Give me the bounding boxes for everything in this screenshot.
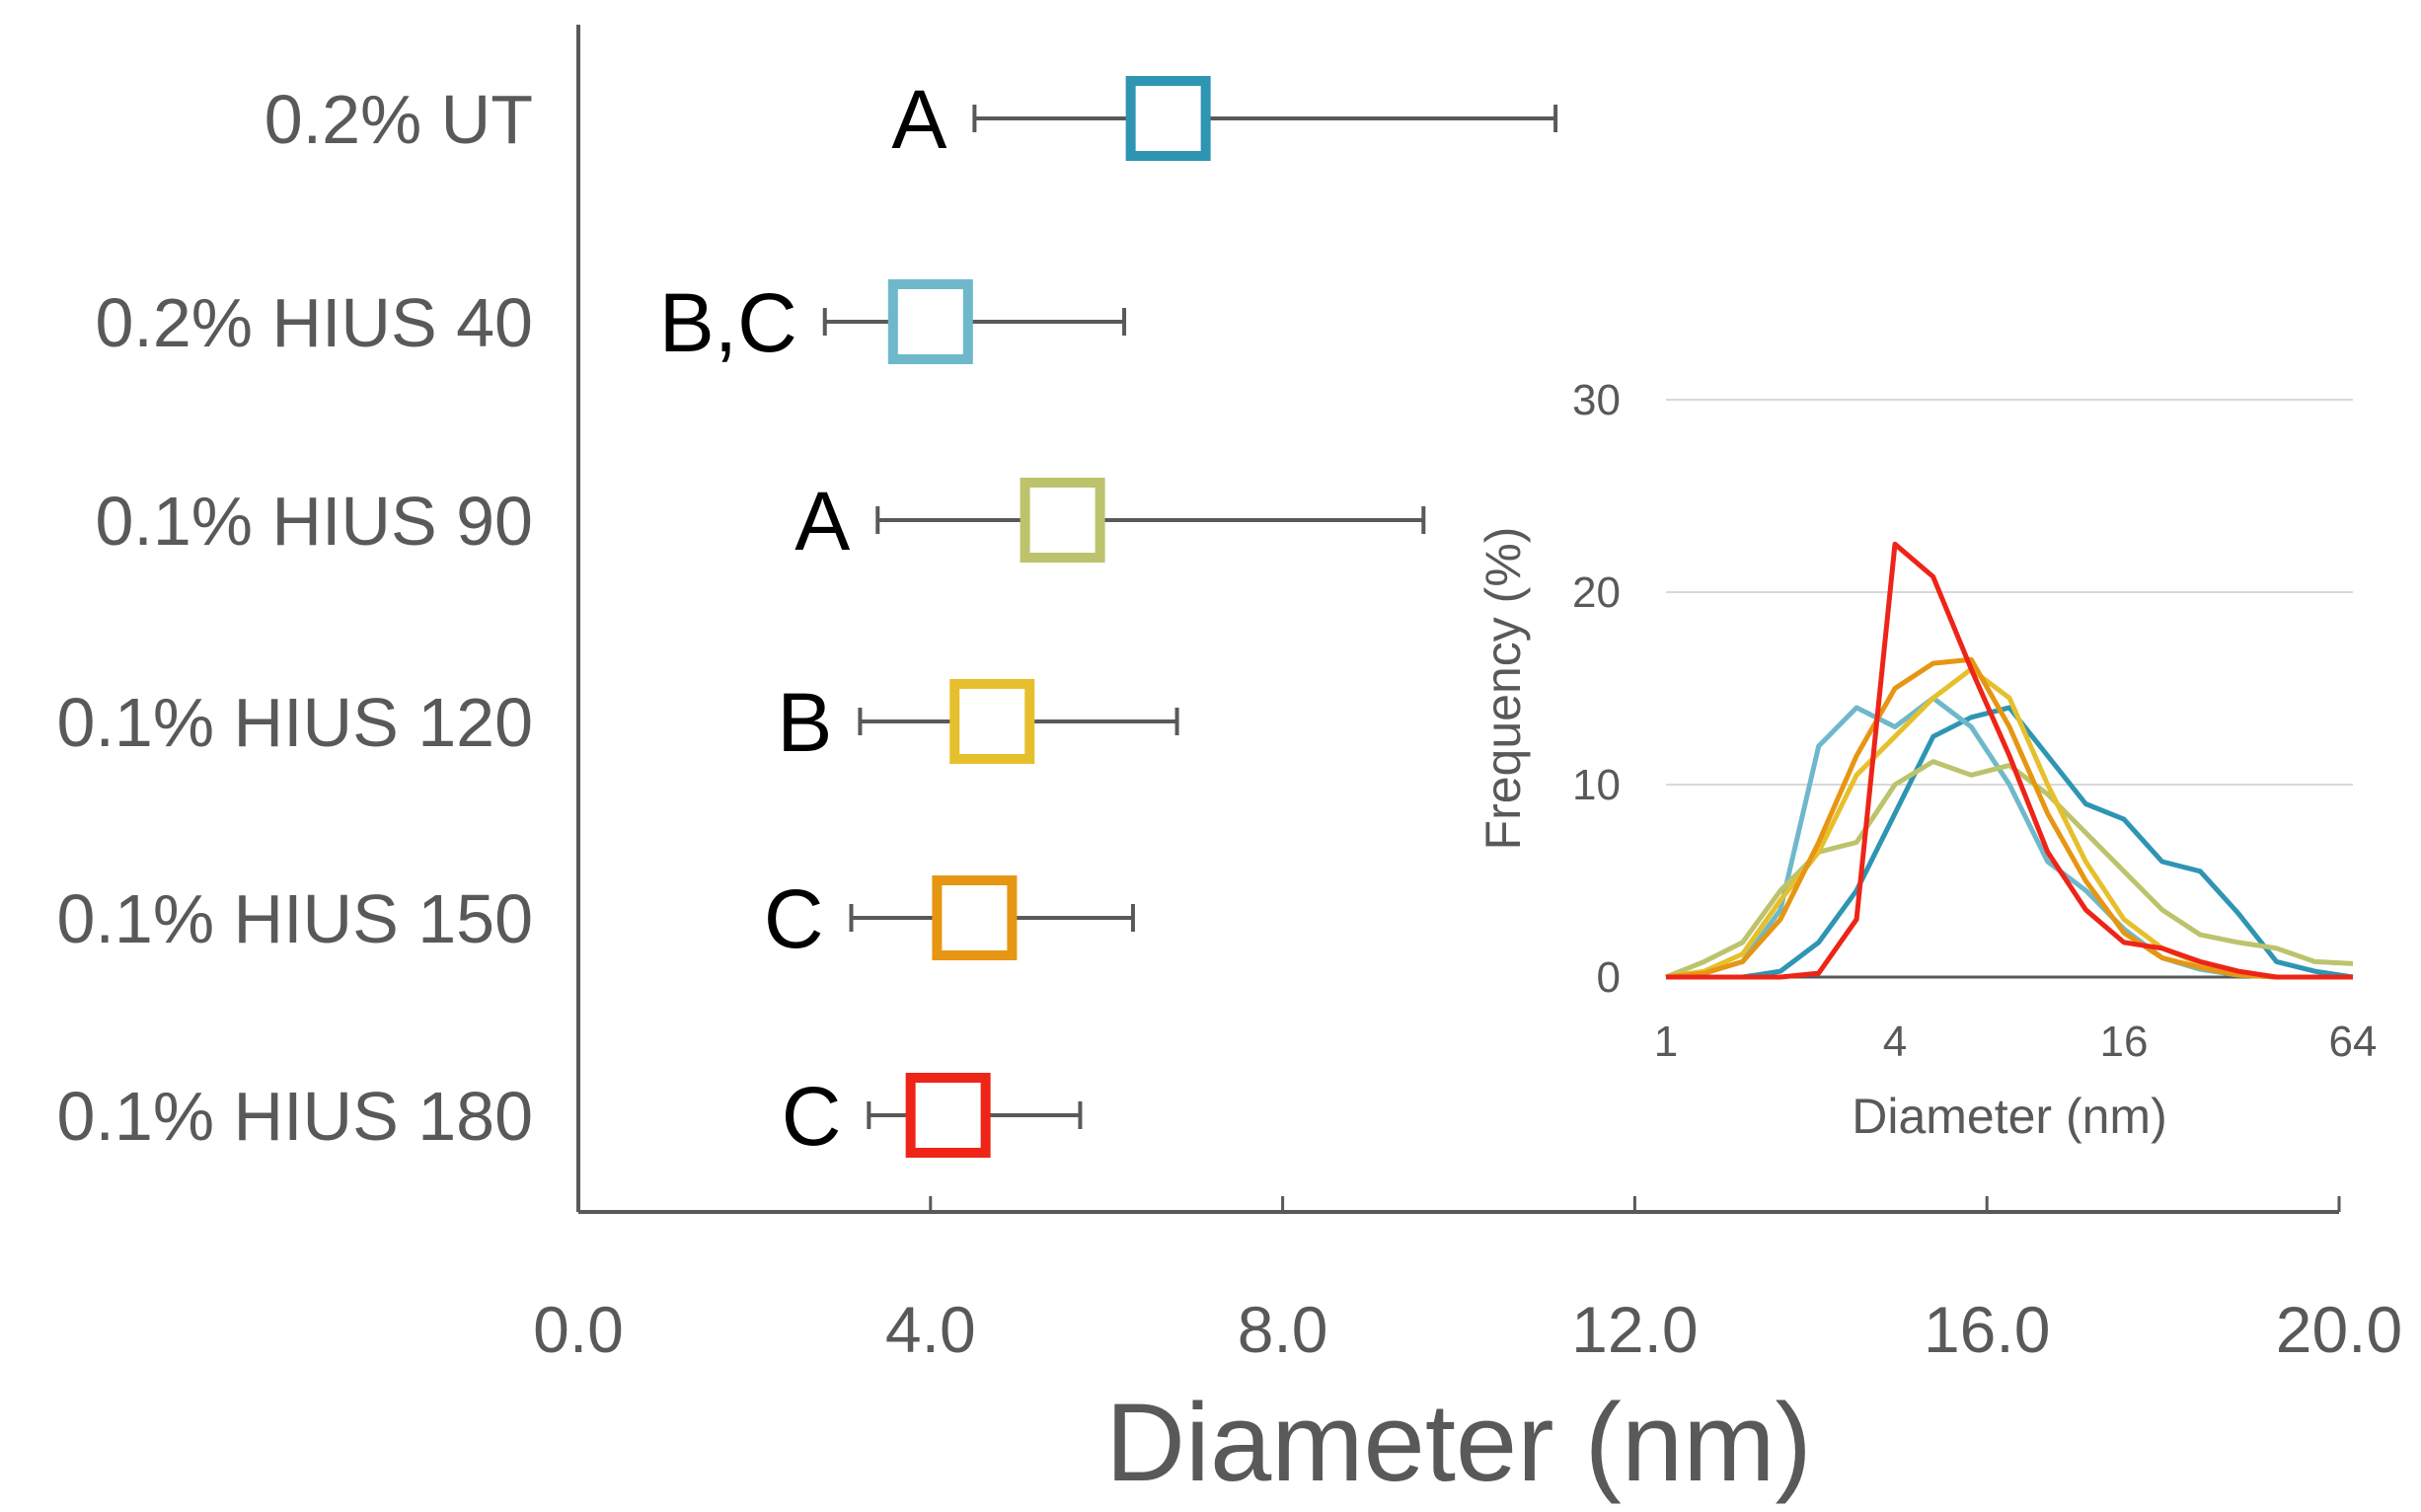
category-label: 0.1% HIUS 90 (95, 483, 533, 560)
median-box-marker (1020, 478, 1105, 563)
inset-series-line (1665, 759, 2354, 980)
category-label: 0.2% UT (265, 81, 533, 158)
inset-x-tick-label: 16 (2100, 1018, 2149, 1066)
median-box-marker (949, 679, 1035, 764)
inset-x-tick-label: 64 (2329, 1018, 2378, 1066)
significance-letter: A (891, 73, 946, 166)
median-box-marker (887, 279, 973, 364)
category-label: 0.2% HIUS 40 (95, 284, 533, 361)
median-box-marker (1125, 76, 1211, 161)
significance-letter: B (777, 676, 832, 769)
inset-x-tick-label: 4 (1883, 1018, 1907, 1066)
inset-y-tick-label: 30 (1572, 376, 1621, 424)
inset-y-tick-label: 20 (1572, 568, 1621, 617)
x-tick-label: 12.0 (1571, 1293, 1698, 1366)
x-tick-label: 20.0 (2276, 1293, 2402, 1366)
inset-y-axis-title: Frequency (%) (1475, 527, 1531, 851)
x-tick-label: 4.0 (885, 1293, 976, 1366)
main-box-plot: 0.0 4.0 8.0 12.0 16.0 20.0 Diameter (nm) 0.2% U… (57, 25, 2402, 1504)
inset-series-line (1666, 541, 2353, 980)
x-tick-label: 0.0 (533, 1293, 624, 1366)
median-box-marker (905, 1073, 991, 1158)
significance-letter: C (764, 872, 824, 965)
significance-letter: C (782, 1070, 842, 1163)
inset-series-line (1665, 656, 2353, 980)
category-label: 0.1% HIUS 120 (57, 684, 533, 761)
inset-y-tick-label: 10 (1572, 761, 1621, 809)
inset-x-tick-label: 1 (1654, 1018, 1678, 1066)
inset-series-line (1666, 705, 2354, 980)
category-label: 0.1% HIUS 180 (57, 1078, 533, 1155)
significance-letter: A (794, 475, 850, 567)
inset-y-tick-label: 0 (1597, 953, 1621, 1002)
inset-distribution-plot: 0 10 20 30 1 4 16 64 Diameter (nm) Frequency (%) (1475, 376, 2377, 1144)
x-tick-label: 8.0 (1238, 1293, 1328, 1366)
category-label: 0.1% HIUS 150 (57, 880, 533, 957)
significance-letter: B,C (659, 276, 797, 369)
x-tick-label: 16.0 (1924, 1293, 2050, 1366)
x-axis-title: Diameter (nm) (1105, 1381, 1812, 1504)
inset-x-axis-title: Diameter (nm) (1852, 1089, 2166, 1144)
median-box-marker (932, 875, 1018, 960)
